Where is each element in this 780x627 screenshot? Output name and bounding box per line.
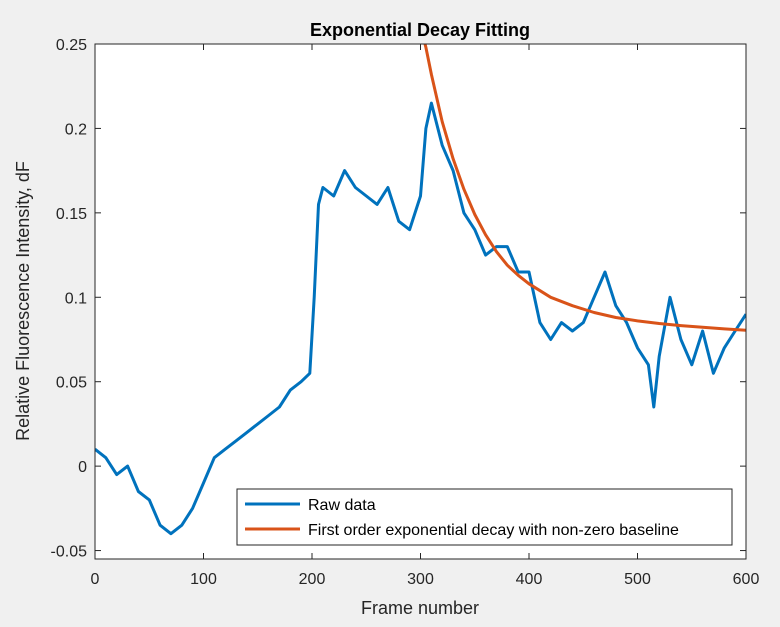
x-tick-label: 200 — [299, 571, 326, 588]
y-tick-label: 0.2 — [65, 121, 87, 138]
plot-area — [95, 44, 746, 559]
y-tick-label: -0.05 — [51, 544, 88, 561]
x-tick-label: 600 — [733, 571, 760, 588]
y-tick-label: 0.1 — [65, 290, 87, 307]
y-tick-label: 0 — [78, 459, 87, 476]
x-tick-label: 400 — [516, 571, 543, 588]
legend-fit-label: First order exponential decay with non-z… — [308, 522, 679, 539]
series-layer — [95, 44, 746, 536]
x-axis-label: Frame number — [361, 598, 479, 618]
y-axis-label: Relative Fluorescence Intensity, dF — [13, 161, 33, 441]
x-tick-label: 500 — [624, 571, 651, 588]
x-tick-label: 300 — [407, 571, 434, 588]
series-line-raw-data — [95, 101, 746, 536]
y-tick-label: 0.15 — [56, 206, 87, 223]
x-tick-label: 100 — [190, 571, 217, 588]
legend: Raw data First order exponential decay w… — [236, 488, 733, 546]
y-tick-label: 0.05 — [56, 375, 87, 392]
chart-title: Exponential Decay Fitting — [310, 20, 530, 40]
legend-box — [236, 488, 733, 546]
x-tick-label: 0 — [91, 571, 100, 588]
series-line-exponential-fit — [423, 44, 746, 332]
legend-raw-data-label: Raw data — [308, 497, 376, 514]
y-tick-label: 0.25 — [56, 37, 87, 54]
ticks-layer: 0 100 200 300 400 500 600-0.0500.050.10.150.20… — [51, 37, 760, 588]
